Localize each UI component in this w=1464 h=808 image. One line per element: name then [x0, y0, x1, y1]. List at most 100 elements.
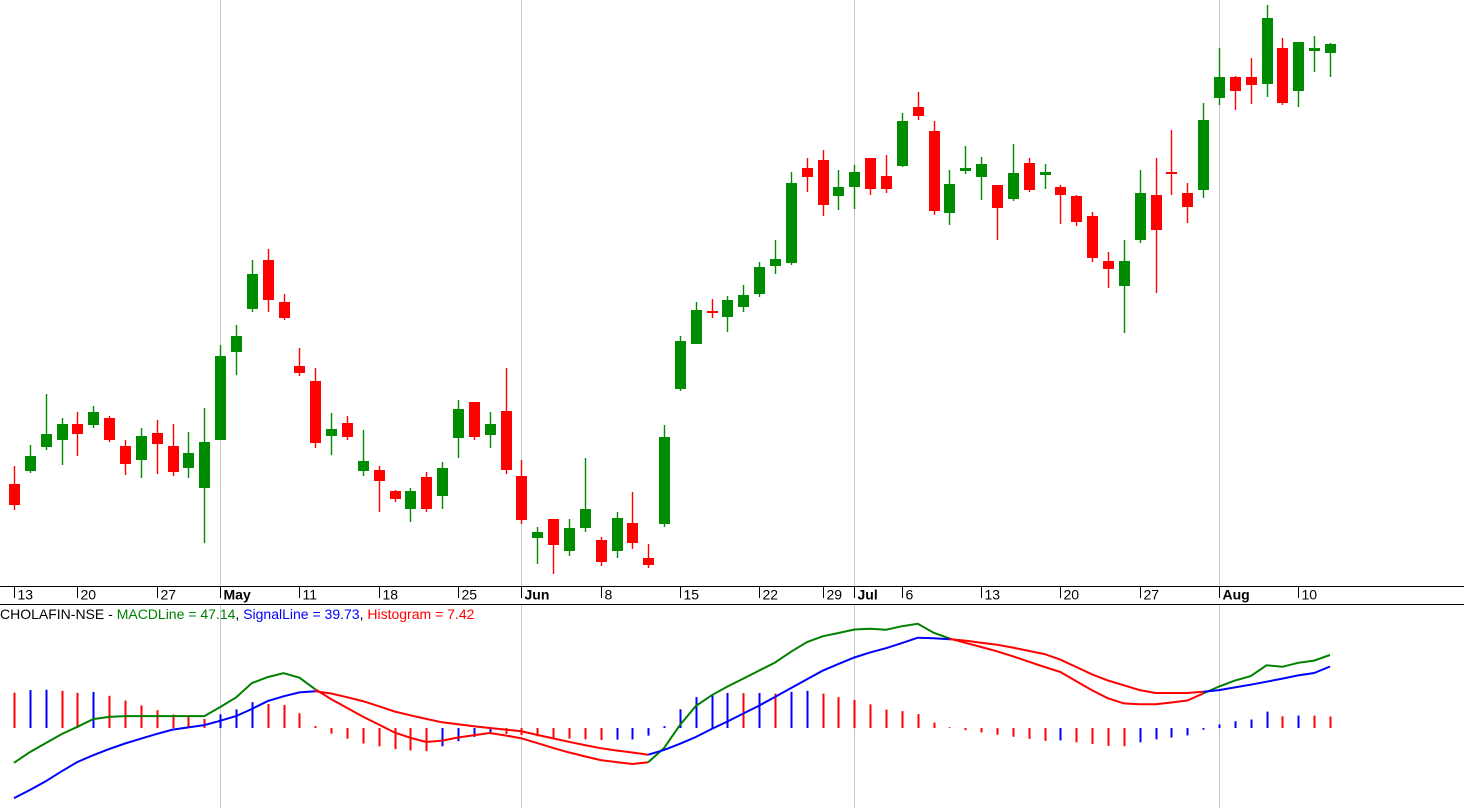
- candle-body: [1277, 48, 1288, 103]
- candle-body: [596, 540, 607, 562]
- signal-line: [949, 638, 1204, 694]
- candle-body: [1071, 196, 1082, 222]
- legend-name: Histogram: [367, 606, 432, 622]
- macd-line: [13, 672, 316, 764]
- candle-body: [564, 528, 575, 551]
- candle-body: [342, 423, 353, 437]
- legend-item: Histogram7.42: [360, 606, 475, 622]
- candle-body: [627, 523, 638, 543]
- macd-line: [949, 637, 1204, 706]
- candle-body: [405, 491, 416, 509]
- candle-body: [294, 366, 305, 373]
- candle-body: [976, 164, 987, 177]
- candle-body: [1151, 195, 1162, 230]
- candle-body: [310, 381, 321, 443]
- price-panel: [9, 5, 1336, 574]
- candle-body: [1087, 216, 1098, 258]
- candle-body: [421, 477, 432, 509]
- legend-name: SignalLine: [243, 606, 309, 622]
- macd-line: [314, 688, 649, 766]
- macd-line: [1202, 654, 1331, 695]
- x-tick-label: 20: [81, 587, 97, 603]
- signal-line: [647, 636, 950, 756]
- candle-body: [72, 424, 83, 434]
- x-tick-label: 13: [985, 587, 1001, 603]
- candle-body: [469, 402, 480, 437]
- candle-body: [104, 418, 115, 440]
- candle-body: [120, 446, 131, 464]
- candle-body: [231, 336, 242, 352]
- candle-body: [849, 172, 860, 187]
- candle-body: [501, 411, 512, 470]
- candle-body: [913, 107, 924, 116]
- candle-body: [263, 260, 274, 300]
- x-tick-label: 8: [605, 587, 613, 603]
- legend-title: CHOLAFIN-NSE: [0, 606, 117, 622]
- x-tick-label: 22: [763, 587, 779, 603]
- legend-item: MACDLine47.14: [117, 606, 236, 622]
- x-tick-label: May: [224, 587, 251, 603]
- x-tick-label: 10: [1302, 587, 1318, 603]
- legend-item: SignalLine39.73: [235, 606, 359, 622]
- x-tick-label: Jul: [858, 587, 878, 603]
- candle-body: [437, 468, 448, 496]
- x-tick-label: 11: [303, 587, 318, 603]
- candle-body: [199, 442, 210, 488]
- candle-body: [358, 461, 369, 471]
- candle-body: [1055, 187, 1066, 195]
- x-tick-label: 15: [684, 587, 700, 603]
- legend-value: 7.42: [431, 606, 474, 622]
- candle-body: [1246, 77, 1257, 85]
- candle-body: [326, 429, 337, 436]
- grid-layer: [220, 0, 1220, 808]
- candle-body: [881, 176, 892, 189]
- candle-body: [992, 185, 1003, 208]
- candle-body: [548, 519, 559, 545]
- candle-body: [485, 424, 496, 435]
- candle-body: [1024, 163, 1035, 190]
- candle-body: [1325, 44, 1336, 53]
- candle-body: [1198, 120, 1209, 190]
- macd-line: [647, 622, 950, 764]
- candle-body: [897, 121, 908, 166]
- candle-body: [1103, 261, 1114, 269]
- legend-name: MACDLine: [116, 606, 185, 622]
- candle-body: [786, 183, 797, 263]
- x-tick-label: 13: [18, 587, 34, 603]
- x-tick-label: 25: [462, 587, 478, 603]
- candle-body: [1182, 193, 1193, 207]
- candle-body: [168, 446, 179, 472]
- candle-body: [1262, 18, 1273, 84]
- candle-body: [279, 302, 290, 318]
- x-tick-label: Aug: [1223, 587, 1250, 603]
- candle-body: [152, 433, 163, 444]
- candle-body: [9, 484, 20, 505]
- candle-body: [1135, 193, 1146, 240]
- candle-body: [247, 274, 258, 309]
- date-axis: 13 20 27 May 11 18 25 Jun 8 15 22 29 Jul 6 13 20 27 Aug 10: [14, 587, 1318, 603]
- candle-body: [738, 295, 749, 307]
- candle-body: [516, 476, 527, 520]
- candle-body: [818, 160, 829, 205]
- candle-body: [41, 434, 52, 447]
- candle-body: [643, 558, 654, 565]
- candle-body: [1008, 173, 1019, 199]
- candle-body: [833, 187, 844, 196]
- signal-line: [13, 690, 316, 799]
- candle-body: [1166, 172, 1177, 174]
- x-tick-label: 27: [1144, 587, 1160, 603]
- x-tick-label: Jun: [525, 587, 550, 603]
- candle-body: [802, 168, 813, 177]
- candle-body: [215, 356, 226, 440]
- signal-line: [1203, 665, 1331, 693]
- candle-body: [183, 453, 194, 468]
- candle-body: [754, 267, 765, 294]
- x-tick-label: 27: [161, 587, 177, 603]
- candle-body: [865, 158, 876, 189]
- candle-body: [1230, 77, 1241, 91]
- candle-body: [453, 409, 464, 438]
- candle-body: [136, 436, 147, 460]
- candle-body: [691, 310, 702, 344]
- candle-body: [374, 470, 385, 481]
